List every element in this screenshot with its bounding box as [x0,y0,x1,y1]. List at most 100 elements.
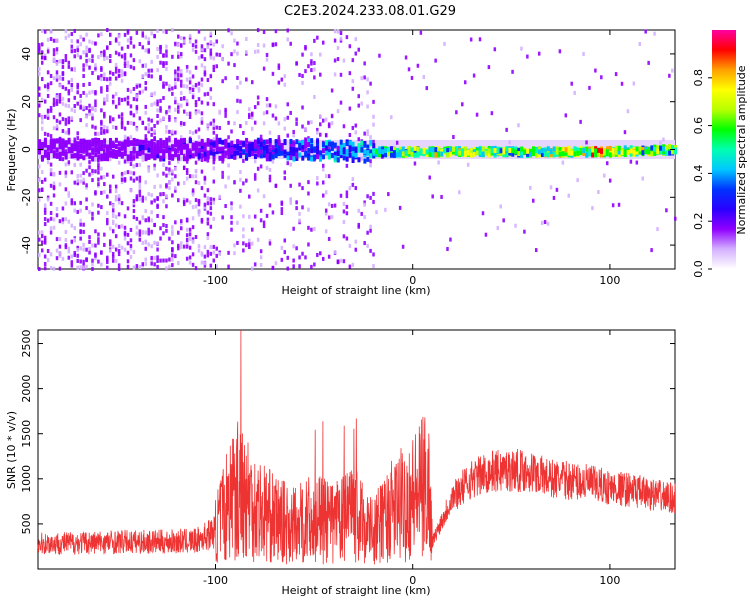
spec-cell [150,153,154,159]
spec-cell [79,42,82,47]
spec-cell [307,142,311,148]
spec-cell [185,68,189,73]
spec-cell [108,138,112,144]
spec-cell [85,264,88,269]
spec-cell [61,157,65,162]
spec-cell [43,142,47,148]
spec-cell [114,91,118,96]
spec-cell [147,154,151,160]
spec-cell [58,148,62,153]
spec-cell [108,54,112,59]
spec-cell [94,63,97,68]
spec-cell [369,153,373,159]
spec-cell [354,130,358,135]
spec-cell [475,112,479,117]
spec-cell [91,138,95,144]
spec-cell [177,68,180,73]
spec-cell [135,194,139,199]
spec-cell [114,125,118,130]
spec-cell [120,177,124,182]
spec-cell [552,146,556,152]
spec-cell [295,206,298,211]
spec-cell [126,159,130,164]
spec-cell [129,162,133,167]
spec-cell [141,216,145,221]
spec-cell [132,156,136,161]
spec-cell [91,243,94,248]
spec-cell [567,193,571,198]
spec-cell [111,125,115,130]
spec-cell [114,137,118,143]
spec-cell [203,205,207,210]
spec-cell [283,126,287,131]
spec-cell [250,141,254,147]
spec-cell [138,83,142,88]
spec-cell [67,64,71,69]
spec-cell [372,252,375,257]
spec-cell [100,190,103,195]
colorbar-ticks: 0.00.20.40.60.8 [692,69,712,278]
spec-cell [43,266,47,271]
spec-cell [345,149,349,155]
spec-cell [174,107,177,112]
spec-cell [144,72,147,77]
spec-cell [49,73,53,78]
spec-cell [64,141,68,147]
spec-cell [200,186,204,191]
spec-cell [206,158,210,163]
spec-cell [363,75,366,80]
spec-cell [120,54,124,59]
spec-cell [265,166,269,171]
spec-cell [277,150,281,156]
spec-cell [594,152,598,158]
spec-cell [215,125,218,130]
spec-cell [381,149,385,155]
spec-cell [463,80,467,85]
spec-cell [91,168,94,173]
spec-cell [156,241,159,246]
spec-cell [200,143,204,149]
spec-cell [227,150,231,156]
spec-cell [206,141,210,147]
spec-cell [301,80,304,85]
spec-cell [440,151,444,157]
spec-cell [345,35,349,40]
spectrogram-marks [38,28,678,271]
spec-cell [194,266,198,271]
spec-cell [126,95,130,100]
spec-cell [174,142,178,148]
spec-cell [179,83,183,88]
spec-cell [132,265,136,270]
spec-cell [274,148,278,154]
spec-cell [268,167,272,172]
spec-cell [573,151,577,157]
spec-cell [177,77,180,82]
spec-cell [333,58,337,63]
x-tick-label: 0 [409,574,416,587]
spec-cell [144,81,147,86]
spec-cell [162,191,165,196]
spec-cell [256,146,260,152]
spec-cell [200,77,204,82]
spec-cell [262,224,266,229]
spec-cell [106,194,109,199]
spec-cell [310,148,314,154]
spec-cell [662,137,665,142]
colorbar-gradient [712,30,736,269]
spec-cell [100,50,103,55]
spec-cell [490,111,494,116]
spec-cell [165,49,168,54]
spec-cell [156,195,159,200]
spec-cell [106,255,109,260]
spec-cell [153,155,157,161]
spec-cell [117,200,121,205]
spec-cell [336,45,340,50]
spec-cell [218,110,221,115]
spec-cell [295,61,298,66]
spec-cell [40,126,44,131]
spec-cell [174,130,177,135]
spec-cell [61,220,65,225]
spec-cell [185,171,189,176]
spec-cell [58,59,62,64]
spec-cell [472,151,476,157]
